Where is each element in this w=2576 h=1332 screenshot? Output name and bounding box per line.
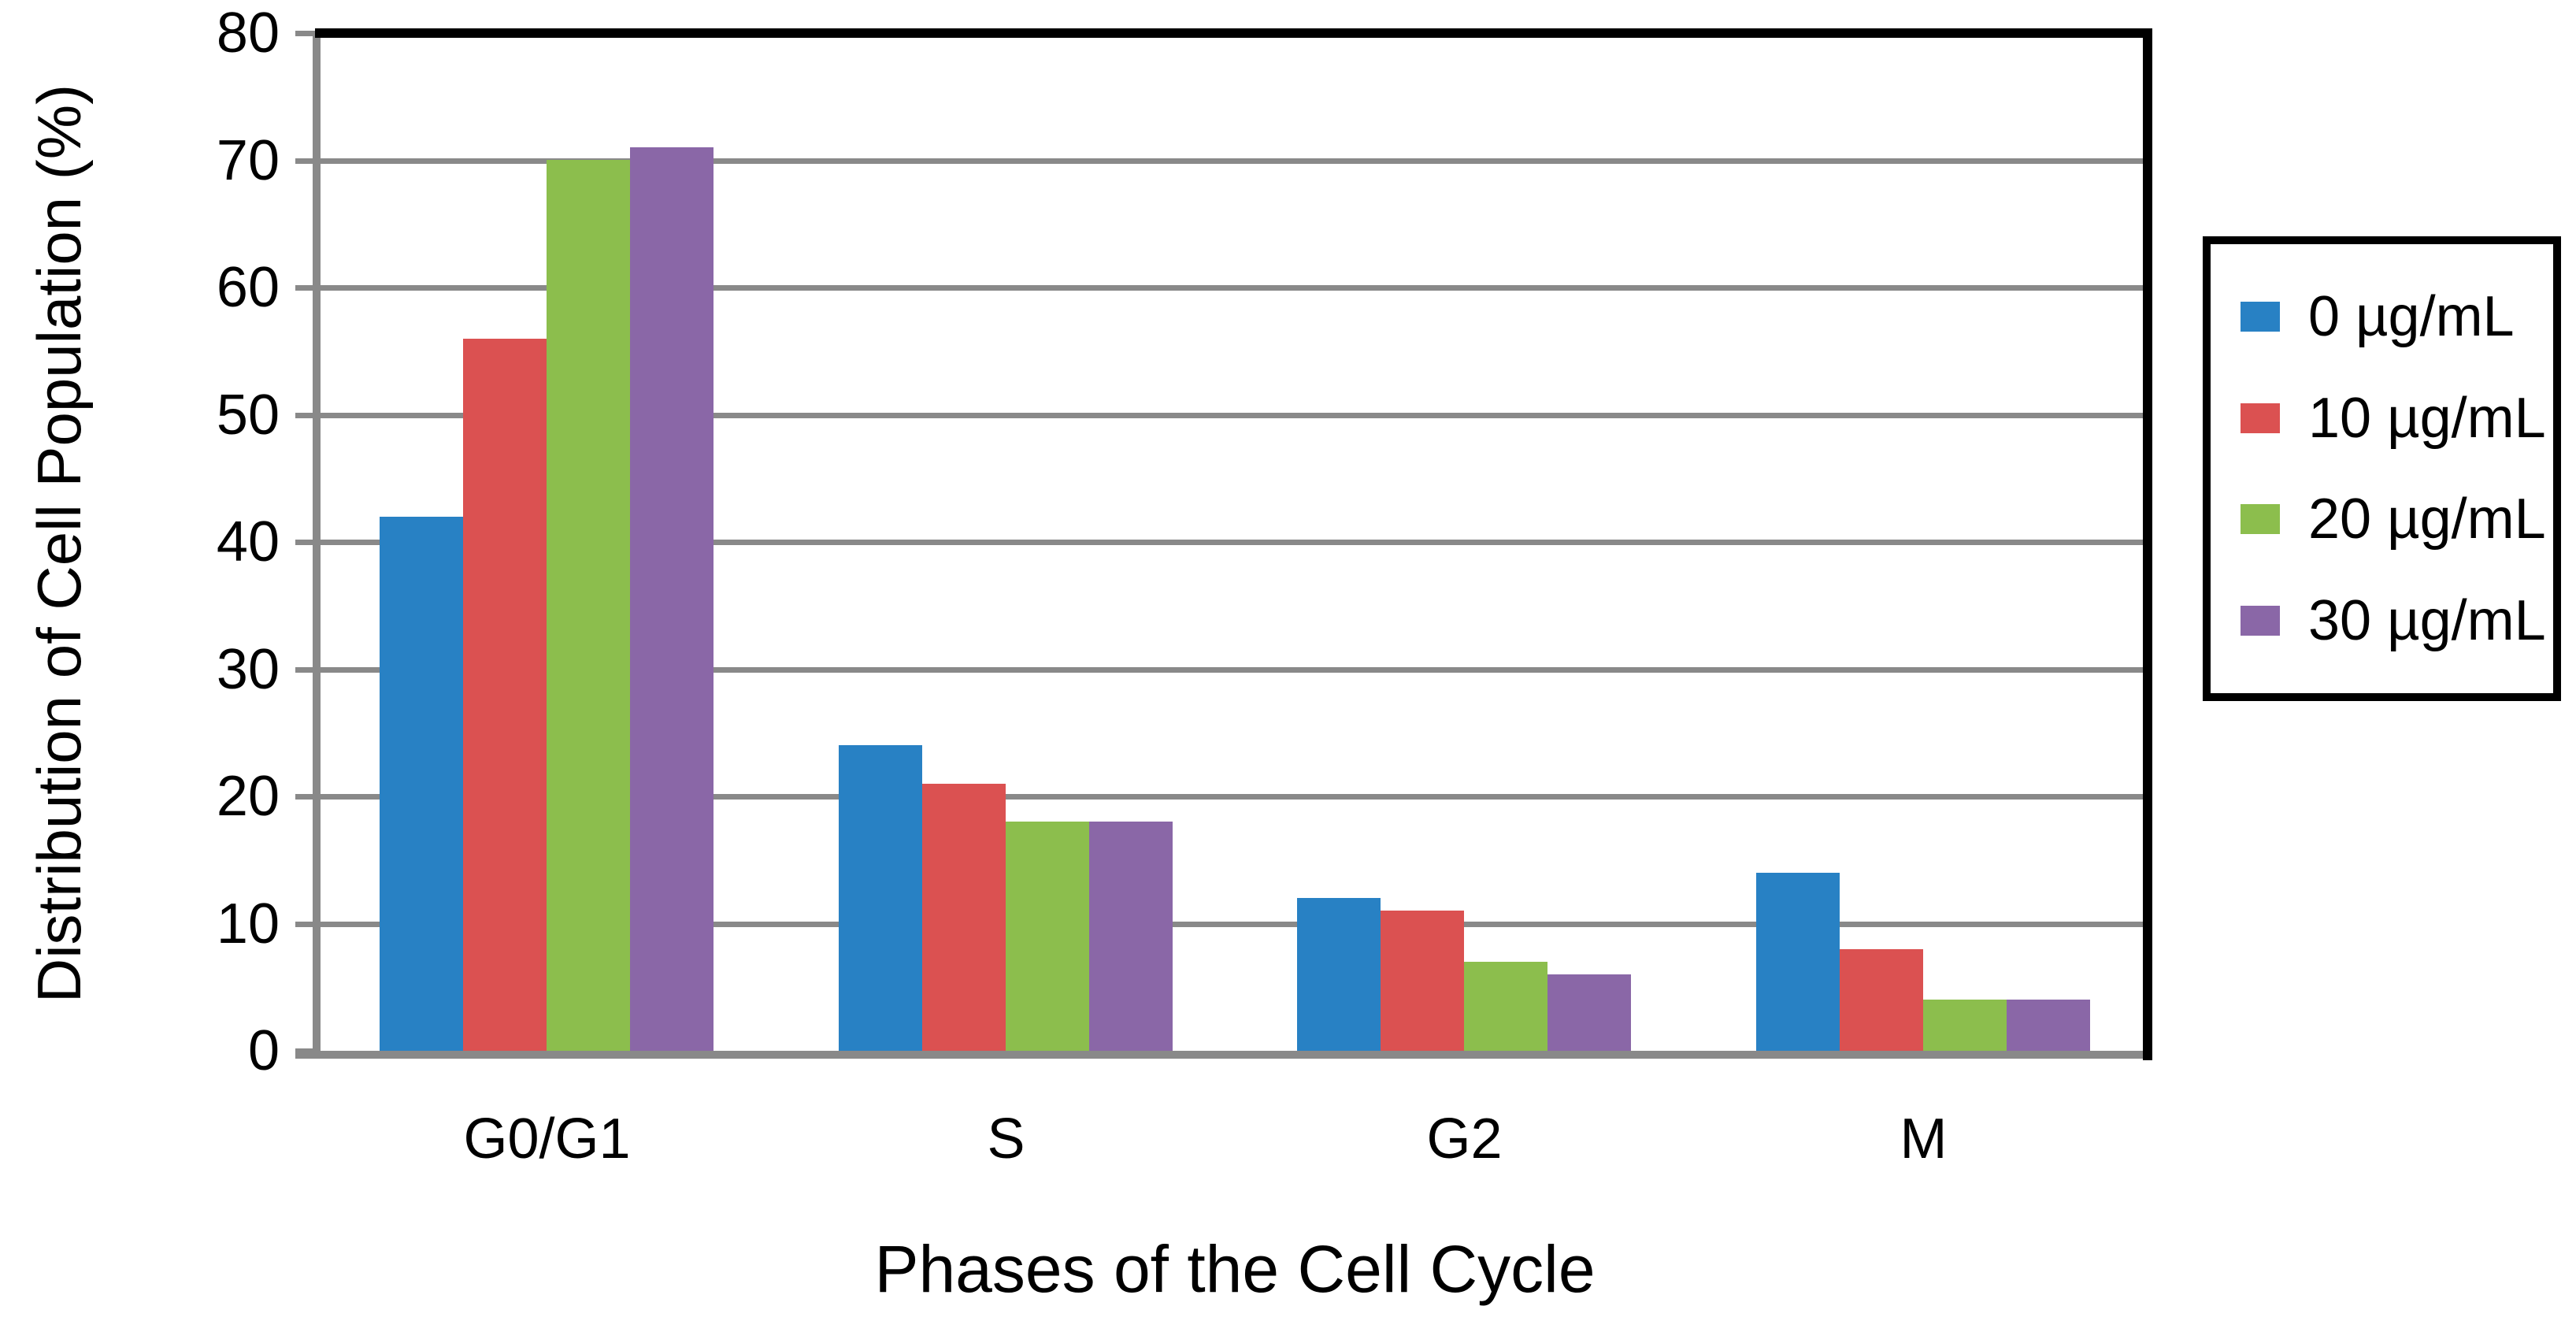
- y-tick-label-30: 30: [216, 638, 280, 701]
- legend-label: 0 µg/mL: [2308, 284, 2515, 348]
- gridline-10: [295, 922, 2152, 927]
- y-tick-label-70: 70: [216, 129, 280, 192]
- y-tick-label-60: 60: [216, 256, 280, 319]
- bar-group-m: [1756, 33, 2090, 1051]
- x-axis-line: [295, 1051, 2152, 1059]
- y-tick-50: [295, 413, 317, 418]
- y-tick-20: [295, 794, 317, 800]
- y-tick-60: [295, 285, 317, 291]
- legend-label: 30 µg/mL: [2308, 589, 2546, 653]
- legend-item-20-g-ml: 20 µg/mL: [2241, 490, 2553, 548]
- gridline-30: [295, 667, 2152, 673]
- bar-0-g-ml-s: [839, 745, 922, 1051]
- bar-20-g-ml-m: [1923, 1000, 2007, 1051]
- y-tick-30: [295, 667, 317, 673]
- bar-30-g-ml-g0-g1: [630, 147, 713, 1051]
- bar-group-s: [839, 33, 1173, 1051]
- y-tick-label-50: 50: [216, 384, 280, 447]
- y-tick-80: [295, 31, 317, 36]
- y-tick-label-10: 10: [216, 892, 280, 955]
- legend-label: 10 µg/mL: [2308, 386, 2546, 450]
- bar-30-g-ml-m: [2007, 1000, 2090, 1051]
- gridline-50: [295, 413, 2152, 418]
- y-tick-label-80: 80: [216, 2, 280, 65]
- bar-10-g-ml-m: [1840, 949, 1923, 1051]
- x-tick-label-s: S: [987, 1108, 1025, 1171]
- bar-10-g-ml-s: [922, 784, 1006, 1051]
- bar-20-g-ml-g2: [1464, 962, 1547, 1051]
- gridline-40: [295, 540, 2152, 545]
- y-tick-10: [295, 922, 317, 927]
- y-axis-line: [313, 32, 321, 1059]
- gridline-20: [295, 794, 2152, 800]
- y-tick-70: [295, 158, 317, 164]
- plot-border-top: [315, 28, 2152, 38]
- bar-30-g-ml-s: [1089, 822, 1173, 1051]
- legend: 0 µg/mL 10 µg/mL 20 µg/mL 30 µg/mL: [2203, 236, 2561, 701]
- legend-swatch-icon: [2241, 301, 2280, 332]
- x-tick-label-g0-g1: G0/G1: [463, 1108, 631, 1171]
- bar-20-g-ml-g0-g1: [547, 160, 630, 1051]
- bar-group-g2: [1297, 33, 1631, 1051]
- y-tick-40: [295, 540, 317, 545]
- bar-group-g0-g1: [380, 33, 713, 1051]
- legend-item-10-g-ml: 10 µg/mL: [2241, 389, 2553, 447]
- bar-10-g-ml-g0-g1: [463, 339, 547, 1051]
- gridline-70: [295, 158, 2152, 164]
- legend-swatch-icon: [2241, 403, 2280, 433]
- x-tick-label-m: M: [1900, 1108, 1948, 1171]
- y-tick-label-40: 40: [216, 510, 280, 573]
- legend-item-0-g-ml: 0 µg/mL: [2241, 288, 2553, 346]
- gridline-60: [295, 285, 2152, 291]
- plot-border-right: [2143, 28, 2152, 1060]
- bar-0-g-ml-g2: [1297, 898, 1381, 1051]
- x-tick-label-g2: G2: [1426, 1108, 1503, 1171]
- y-tick-label-20: 20: [216, 765, 280, 828]
- legend-label: 20 µg/mL: [2308, 488, 2546, 551]
- legend-swatch-icon: [2241, 606, 2280, 636]
- legend-item-30-g-ml: 30 µg/mL: [2241, 592, 2553, 650]
- legend-swatch-icon: [2241, 504, 2280, 535]
- bar-10-g-ml-g2: [1381, 911, 1464, 1051]
- bar-0-g-ml-m: [1756, 873, 1840, 1051]
- bar-20-g-ml-s: [1006, 822, 1089, 1051]
- x-axis-title: Phases of the Cell Cycle: [874, 1232, 1596, 1306]
- y-tick-label-0: 0: [247, 1019, 280, 1082]
- bar-30-g-ml-g2: [1547, 974, 1631, 1051]
- bar-0-g-ml-g0-g1: [380, 517, 463, 1051]
